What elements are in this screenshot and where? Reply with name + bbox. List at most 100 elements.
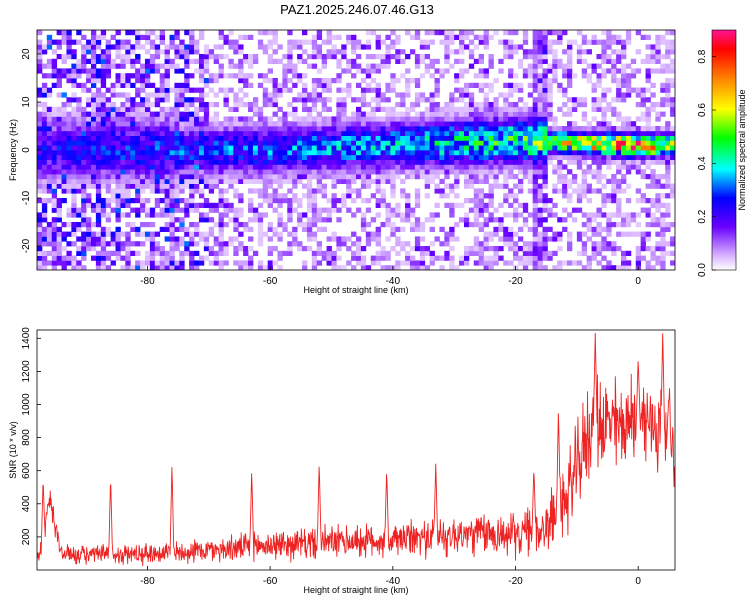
spectrogram-cell: [46, 130, 53, 136]
spectrogram-cell: [655, 58, 661, 64]
spectrogram-cell: [532, 250, 538, 256]
spectrogram-cell: [341, 174, 347, 180]
spectrogram-cell: [370, 135, 377, 141]
spectrogram-cell: [110, 58, 116, 64]
spectrogram-cell: [41, 49, 48, 55]
spectrogram-cell: [51, 241, 58, 247]
spectrogram-cell: [611, 193, 617, 199]
spectrogram-cell: [316, 126, 323, 132]
spectrogram-cell: [203, 63, 210, 69]
spectrogram-cell: [272, 198, 278, 204]
spectrogram-cell: [645, 183, 651, 189]
spectrogram-cell: [596, 231, 602, 237]
spectrogram-cell: [665, 241, 671, 247]
spectrogram-cell: [395, 39, 401, 45]
spectrogram-cell: [179, 265, 185, 270]
spectrogram-cell: [449, 236, 455, 242]
spectrogram-cell: [395, 126, 401, 132]
spectrogram-cell: [356, 193, 362, 199]
spectrogram-cell: [120, 121, 126, 127]
spectrogram-cell: [503, 231, 509, 237]
spectrogram-cell: [218, 174, 224, 180]
spectrogram-cell: [459, 111, 465, 117]
spectrogram-cell: [213, 202, 219, 208]
spectrogram-cell: [208, 73, 215, 79]
spectrogram-cell: [621, 126, 627, 132]
spectrogram-cell: [81, 222, 87, 228]
spectrogram-cell: [346, 140, 352, 146]
spectrogram-cell: [223, 130, 229, 136]
spectrogram-cell: [252, 106, 259, 112]
spectrogram-cell: [169, 106, 175, 112]
spectrogram-cell: [670, 260, 675, 266]
spectrogram-cell: [351, 111, 357, 117]
spectrogram-cell: [37, 49, 43, 55]
spectrogram-cell: [120, 111, 126, 117]
spectrogram-cell: [409, 222, 416, 228]
spectrogram-cell: [174, 174, 180, 180]
spectrogram-cell: [567, 236, 573, 242]
spectrogram-cell: [517, 126, 524, 132]
spectrogram-cell: [248, 106, 254, 112]
spectrogram-cell: [586, 126, 592, 132]
spectrogram-cell: [591, 246, 597, 252]
spectrogram-cell: [532, 111, 538, 117]
spectrogram-cell: [144, 106, 151, 112]
spectrogram-cell: [341, 198, 347, 204]
spectrogram-cell: [272, 178, 278, 184]
spectrogram-cell: [596, 126, 602, 132]
spectrogram-cell: [586, 140, 592, 146]
spectrogram-cell: [233, 150, 239, 156]
spectrogram-cell: [665, 30, 671, 36]
spectrogram-cell: [120, 265, 126, 270]
spectrogram-cell: [218, 73, 224, 79]
spectrogram-cell: [400, 169, 406, 175]
spectrogram-cell: [292, 164, 298, 170]
spectrogram-cell: [100, 212, 107, 218]
spectrogram-cell: [120, 164, 126, 170]
spectrogram-cell: [616, 202, 622, 208]
spectrogram-cell: [488, 236, 494, 242]
spectrogram-cell: [95, 135, 102, 141]
spectrogram-cell: [248, 116, 254, 122]
spectrogram-cell: [120, 154, 126, 160]
spectrogram-cell: [164, 130, 170, 136]
spectrogram-cell: [336, 140, 342, 146]
spectrogram-cell: [468, 250, 475, 256]
spectrogram-cell: [61, 159, 67, 165]
spectrogram-cell: [503, 121, 509, 127]
spectrogram-cell: [395, 111, 401, 117]
spectrogram-cell: [611, 135, 617, 141]
spectrogram-cell: [429, 226, 435, 232]
spectrogram-cell: [76, 58, 82, 64]
spectrogram-cell: [198, 34, 205, 40]
spectrogram-cell: [125, 174, 131, 180]
spectrogram-cell: [321, 39, 327, 45]
spectrogram-cell: [267, 222, 273, 228]
spectrogram-cell: [189, 111, 195, 117]
spectrogram-cell: [302, 193, 308, 199]
spectrogram-cell: [370, 145, 377, 151]
spectrogram-cell: [375, 169, 381, 175]
spectrogram-cell: [336, 135, 342, 141]
spectrogram-cell: [233, 97, 239, 103]
spectrogram-cell: [532, 265, 538, 270]
spectrogram-cell: [611, 241, 617, 247]
spectrogram-cell: [498, 116, 504, 122]
spectrogram-cell: [424, 265, 431, 270]
spectrogram-cell: [380, 130, 386, 136]
spectrogram-cell: [243, 140, 249, 146]
spectrogram-cell: [184, 202, 190, 208]
spectrogram-cell: [488, 260, 494, 266]
spectrogram-cell: [616, 164, 622, 170]
spectrogram-cell: [473, 246, 480, 252]
spectrogram-cell: [508, 193, 514, 199]
spectrogram-cell: [670, 102, 675, 108]
spectrogram-cell: [645, 68, 651, 74]
spectrogram-cell: [493, 102, 499, 108]
spectrogram-cell: [302, 92, 308, 98]
spectrogram-cell: [532, 207, 538, 213]
spectrogram-cell: [184, 241, 190, 247]
spectrogram-cell: [223, 169, 229, 175]
spectrogram-cell: [390, 169, 396, 175]
